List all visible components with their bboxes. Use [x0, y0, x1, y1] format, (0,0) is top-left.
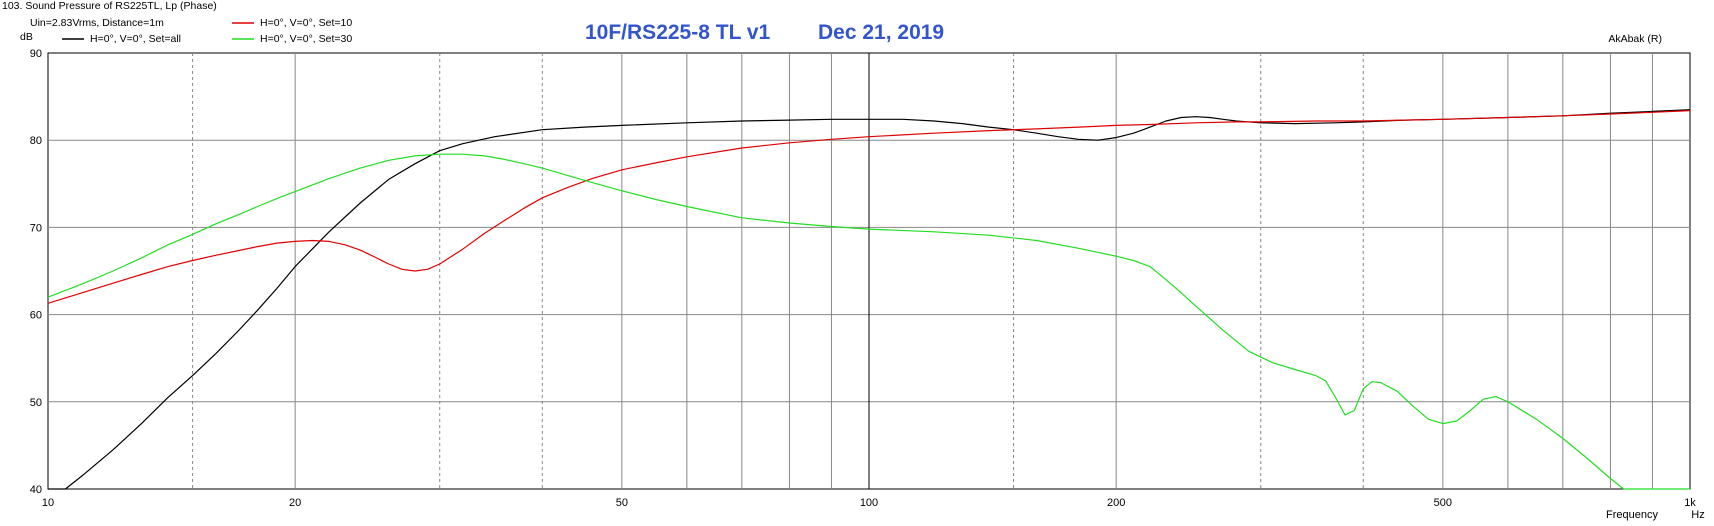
x-tick-label: 100	[860, 497, 878, 509]
x-tick-label: 50	[616, 497, 628, 509]
legend-entry: H=0°, V=0°, Set=30	[260, 33, 352, 45]
x-tick-label: 1k	[1684, 497, 1696, 509]
watermark-label: AkAbak (R)	[1608, 33, 1662, 45]
y-tick-label: 40	[30, 484, 42, 496]
x-tick-label: 10	[42, 497, 54, 509]
series-lines	[47, 109, 1691, 490]
chart-subtitle: Dec 21, 2019	[818, 21, 944, 44]
legend-entry: H=0°, V=0°, Set=all	[90, 33, 181, 45]
x-tick-label: 500	[1434, 497, 1452, 509]
chart-title: 10F/RS225-8 TL v1	[585, 21, 771, 44]
window-title: 103. Sound Pressure of RS225TL, Lp (Phas…	[2, 0, 217, 12]
y-tick-label: 70	[30, 222, 42, 234]
x-tick-label: 200	[1107, 497, 1125, 509]
y-tick-label: 60	[30, 310, 42, 322]
grid	[48, 53, 1690, 489]
legend: H=0°, V=0°, Set=all H=0°, V=0°, Set=10 H=0…	[62, 17, 352, 45]
x-axis-unit: Hz	[1691, 509, 1704, 521]
axis-ticks: 40 50 60 70 80 90 10 20 50 100 200 500 1k	[30, 48, 1697, 509]
x-axis-label: Frequency	[1606, 509, 1658, 521]
y-tick-label: 90	[30, 48, 42, 60]
series-line-2	[47, 110, 1691, 304]
legend-entry: H=0°, V=0°, Set=10	[260, 17, 352, 29]
conditions-label: Uin=2.83Vrms, Distance=1m	[30, 17, 164, 29]
x-tick-label: 20	[289, 497, 301, 509]
series-line-3	[47, 153, 1690, 490]
y-tick-label: 50	[30, 397, 42, 409]
y-tick-label: 80	[30, 135, 42, 147]
series-line-1	[48, 109, 1691, 490]
chart-title-group: 10F/RS225-8 TL v1 Dec 21, 2019	[585, 21, 944, 44]
y-axis-unit: dB	[20, 31, 33, 43]
